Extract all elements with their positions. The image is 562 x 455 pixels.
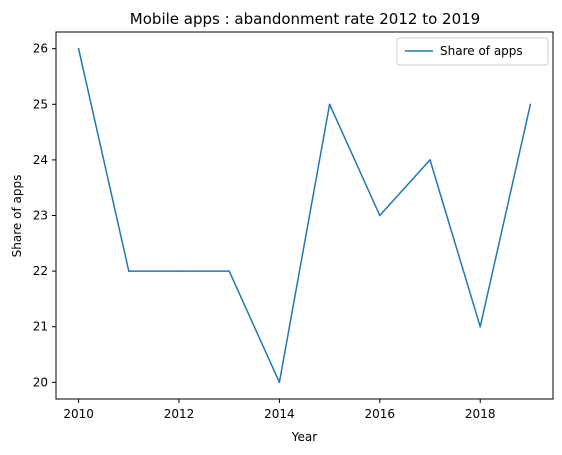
chart-title: Mobile apps : abandonment rate 2012 to 2… <box>130 10 480 28</box>
y-tick-label: 24 <box>33 153 48 167</box>
data-point <box>379 214 381 217</box>
x-tick-label: 2018 <box>465 407 496 421</box>
x-tick-label: 2016 <box>365 407 396 421</box>
y-axis-label: Share of apps <box>10 175 24 258</box>
legend-box <box>396 37 549 66</box>
data-point <box>429 159 431 161</box>
y-axis: 20 21 22 23 24 25 26 <box>33 42 56 389</box>
y-tick-label: 23 <box>33 209 48 223</box>
y-tick-label: 25 <box>33 97 48 111</box>
series-layer <box>77 47 532 384</box>
data-point <box>228 270 230 272</box>
x-axis: 2010 2012 2014 2016 2018 <box>63 399 495 421</box>
y-tick-label: 20 <box>33 375 48 389</box>
data-point <box>479 325 482 328</box>
data-point <box>178 270 180 272</box>
x-tick-label: 2012 <box>164 407 195 421</box>
data-point <box>127 270 130 272</box>
legend: Share of apps <box>396 37 549 66</box>
data-point <box>278 381 281 384</box>
x-axis-label: Year <box>291 430 317 444</box>
y-tick-label: 26 <box>33 42 48 56</box>
y-tick-label: 21 <box>33 320 48 334</box>
data-point <box>77 47 80 50</box>
data-point <box>328 103 331 106</box>
y-tick-label: 22 <box>33 264 48 278</box>
plot-frame <box>55 31 554 400</box>
plot-area <box>55 31 554 400</box>
data-point <box>529 103 532 106</box>
legend-label: Share of apps <box>440 44 523 58</box>
x-tick-label: 2010 <box>63 407 94 421</box>
series-line <box>77 48 532 384</box>
x-tick-label: 2014 <box>264 407 295 421</box>
